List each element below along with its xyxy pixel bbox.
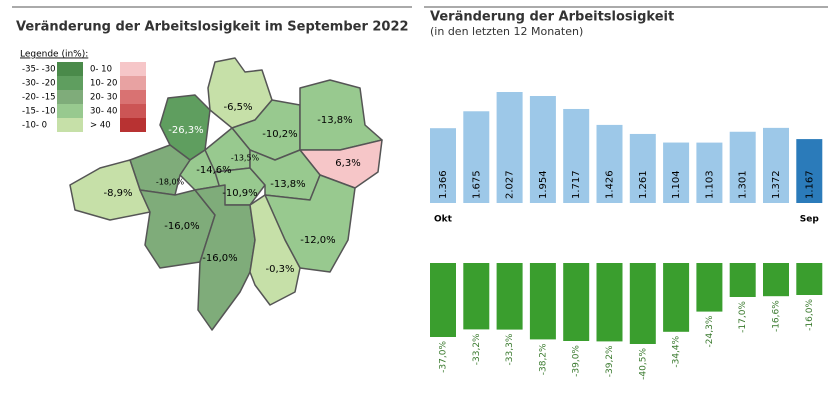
region-label: -26,3% <box>168 125 203 136</box>
value-label: -39,0% <box>572 345 582 377</box>
x-tick-label: Sep <box>800 215 820 225</box>
region-label: -16,0% <box>202 253 237 264</box>
bar <box>763 263 789 297</box>
bar <box>529 95 556 203</box>
value-label: -37,0% <box>439 341 449 373</box>
region-label: -14,6% <box>196 165 231 176</box>
bar <box>629 133 656 203</box>
region <box>249 194 301 306</box>
bar <box>430 128 456 203</box>
value-label: 1.426 <box>605 170 616 199</box>
region-label: -10,2% <box>262 129 297 140</box>
legend-label: 0- 10 <box>90 65 112 75</box>
value-label: -33,3% <box>505 333 515 365</box>
bar <box>729 263 756 297</box>
value-label: 1.675 <box>471 170 482 199</box>
region-label: -0,3% <box>265 264 294 275</box>
region-label: -16,0% <box>164 221 199 232</box>
region-label: -6,5% <box>223 102 252 113</box>
value-label: -16,6% <box>772 300 782 332</box>
value-label: -34,4% <box>672 335 682 367</box>
bar <box>796 139 823 203</box>
bar <box>463 111 490 203</box>
bar <box>763 127 789 203</box>
legend-label: 10- 20 <box>90 79 117 89</box>
value-label: 1.301 <box>738 170 749 199</box>
value-label: -17,0% <box>738 301 748 333</box>
legend-label: -20- -15 <box>22 93 56 103</box>
legend-swatch <box>57 76 83 90</box>
bar <box>696 142 723 203</box>
chart-subtitle: (in den letzten 12 Monaten) <box>430 25 583 38</box>
legend-label: > 40 <box>90 121 111 131</box>
region-label: -10,9% <box>222 188 257 199</box>
bar <box>463 263 490 330</box>
legend-label: -35- -30 <box>22 65 56 75</box>
region-label: -13,8% <box>270 179 305 190</box>
region-label: -18,0% <box>156 178 185 187</box>
bar <box>563 108 590 203</box>
legend-label: 20- 30 <box>90 93 117 103</box>
value-label: -33,2% <box>472 333 482 365</box>
bar <box>430 263 456 337</box>
bar <box>729 131 756 203</box>
value-label: -38,2% <box>538 343 548 375</box>
bar <box>796 263 823 295</box>
bar <box>596 263 623 342</box>
chart-title: Veränderung der Arbeitslosigkeit <box>430 10 674 25</box>
legend-label: -10- 0 <box>22 121 47 131</box>
value-label: -24,3% <box>705 315 715 347</box>
bar <box>529 263 556 340</box>
legend-swatch <box>57 104 83 118</box>
region-label: -12,0% <box>300 235 335 246</box>
legend-label: 30- 40 <box>90 107 117 117</box>
bar <box>496 92 523 203</box>
bar <box>663 263 690 332</box>
bar <box>663 142 690 203</box>
region-label: -13,8% <box>317 115 352 126</box>
legend-swatch <box>120 90 146 104</box>
legend-label: -15- -10 <box>22 107 56 117</box>
legend-swatch <box>120 104 146 118</box>
region-label: -8,9% <box>103 188 132 199</box>
x-tick-label: Okt <box>434 215 453 225</box>
bar <box>596 124 623 203</box>
value-label: 1.954 <box>538 170 549 199</box>
legend-title: Legende (in%): <box>20 50 88 60</box>
value-label: -39,2% <box>605 345 615 377</box>
bar <box>696 263 723 312</box>
value-label: -40,5% <box>638 348 648 380</box>
value-label: 1.104 <box>671 170 682 199</box>
legend-swatch <box>57 90 83 104</box>
legend-swatch <box>120 76 146 90</box>
region-label: -13,5% <box>231 154 260 163</box>
legend-swatch <box>120 62 146 76</box>
legend-swatch <box>57 62 83 76</box>
region-label: 6,3% <box>335 158 360 169</box>
value-label: 1.103 <box>704 170 715 199</box>
legend-swatch <box>120 118 146 132</box>
legend-label: -30- -20 <box>22 79 56 89</box>
bar <box>629 263 656 344</box>
legend-swatch <box>57 118 83 132</box>
bar <box>563 263 590 341</box>
value-label: 1.717 <box>571 170 582 199</box>
value-label: 2.027 <box>505 170 516 199</box>
region <box>194 184 256 331</box>
value-label: 1.167 <box>804 170 815 199</box>
value-label: 1.372 <box>771 170 782 199</box>
bar <box>496 263 523 330</box>
value-label: 1.261 <box>638 170 649 199</box>
value-label: 1.366 <box>438 170 449 199</box>
map-title: Veränderung der Arbeitslosigkeit im Sept… <box>16 20 409 35</box>
value-label: -16,0% <box>805 299 815 331</box>
